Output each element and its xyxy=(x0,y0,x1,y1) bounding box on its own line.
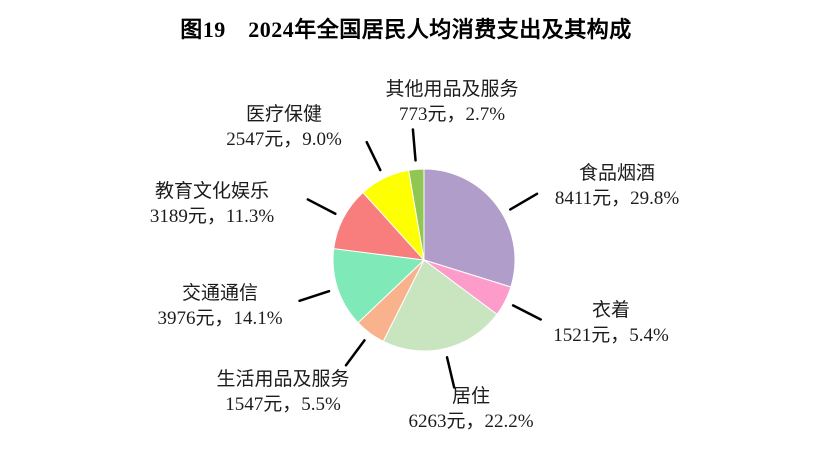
chart-title: 图19 2024年全国居民人均消费支出及其构成 xyxy=(180,17,632,42)
slice-value: 773元，2.7% xyxy=(398,104,506,125)
slice-value: 3976元，14.1% xyxy=(157,308,283,329)
slice-value: 6263元，22.2% xyxy=(408,411,534,432)
leader-line-clothing xyxy=(511,304,542,321)
slice-name: 居住 xyxy=(451,386,490,407)
pie-slice-transport-communication xyxy=(332,248,426,324)
leader-line-housing xyxy=(445,356,456,389)
leader-line-other-goods-services xyxy=(411,128,417,162)
label-housing: 居住 6263元，22.2% xyxy=(361,384,581,434)
label-household-goods-services: 生活用品及服务 1547元，5.5% xyxy=(173,367,393,417)
slice-name: 交通通信 xyxy=(181,283,258,304)
slice-name: 衣着 xyxy=(591,300,630,321)
leader-line-household-goods-services xyxy=(344,339,366,367)
pie-slice-education-culture-entertainment xyxy=(333,191,426,261)
leader-line-food-tobacco-alcohol xyxy=(509,192,539,211)
leader-line-healthcare xyxy=(365,140,382,172)
label-healthcare: 医疗保健 2547元，9.0% xyxy=(174,102,394,152)
label-food-tobacco-alcohol: 食品烟酒 8411元，29.8% xyxy=(507,161,727,211)
label-education-culture-entertainment: 教育文化娱乐 3189元，11.3% xyxy=(102,179,322,229)
slice-value: 3189元，11.3% xyxy=(149,206,275,227)
leader-line-education-culture-entertainment xyxy=(306,198,337,216)
pie-slice-housing xyxy=(382,259,498,352)
label-other-goods-services: 其他用品及服务 773元，2.7% xyxy=(342,77,562,127)
slice-name: 食品烟酒 xyxy=(578,163,655,184)
slice-value: 1521元，5.4% xyxy=(553,325,669,346)
slice-value: 8411元，29.8% xyxy=(554,188,680,209)
slice-name: 其他用品及服务 xyxy=(385,79,519,100)
leader-line-transport-communication xyxy=(298,289,331,303)
slice-name: 教育文化娱乐 xyxy=(154,181,269,202)
pie-slice-other-goods-services xyxy=(408,168,425,261)
slice-name: 生活用品及服务 xyxy=(216,369,350,390)
slice-name: 医疗保健 xyxy=(245,104,322,125)
slice-value: 2547元，9.0% xyxy=(226,129,342,150)
label-clothing: 衣着 1521元，5.4% xyxy=(501,298,721,348)
slice-value: 1547元，5.5% xyxy=(225,394,341,415)
label-transport-communication: 交通通信 3976元，14.1% xyxy=(110,281,330,331)
pie-slice-food-tobacco-alcohol xyxy=(423,168,516,288)
